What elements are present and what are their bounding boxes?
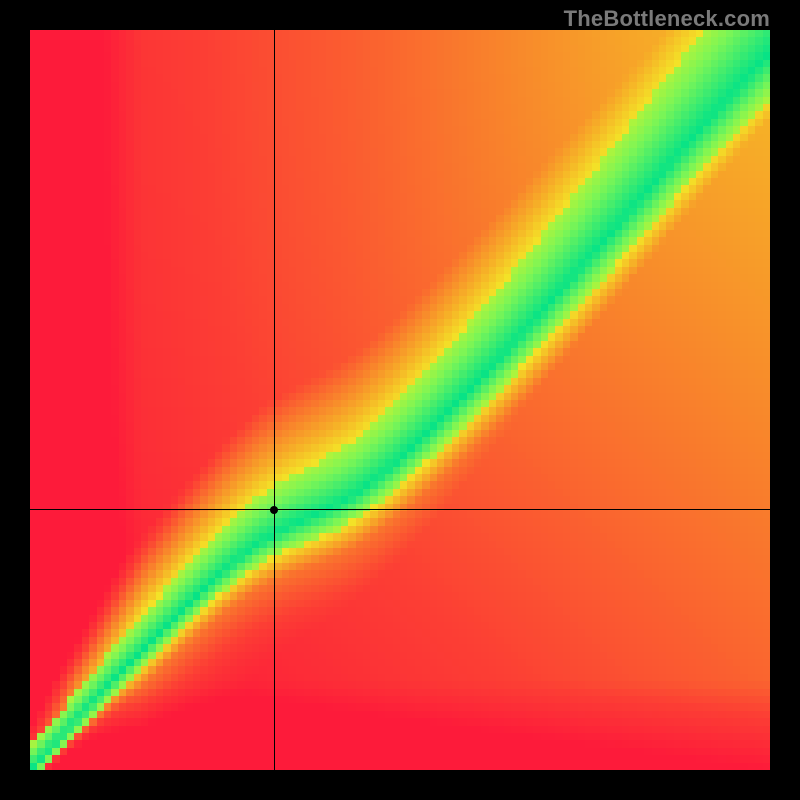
crosshair-vertical — [274, 30, 275, 770]
watermark-text: TheBottleneck.com — [564, 6, 770, 32]
chart-frame: TheBottleneck.com — [0, 0, 800, 800]
data-marker — [270, 506, 278, 514]
crosshair-horizontal — [30, 509, 770, 510]
heatmap-canvas — [30, 30, 770, 770]
plot-area — [30, 30, 770, 770]
